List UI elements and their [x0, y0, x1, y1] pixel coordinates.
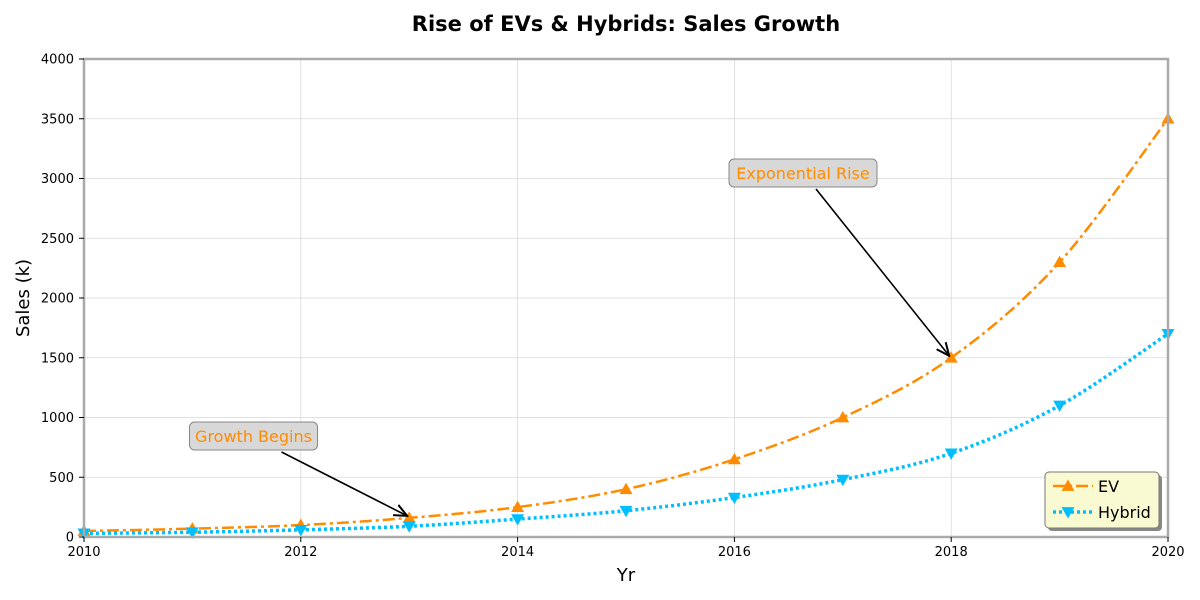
- series-ev: [77, 112, 1175, 536]
- data-point-ev: [836, 411, 850, 423]
- y-tick-label: 1500: [41, 351, 74, 366]
- annotations: Growth Begins Exponential Rise: [189, 158, 950, 516]
- data-point-hybrid: [727, 492, 741, 505]
- y-tick-label: 3000: [41, 172, 74, 187]
- data-point-ev: [619, 482, 633, 495]
- series-layer: [77, 112, 1175, 540]
- x-axis-title: Yr: [616, 565, 636, 586]
- data-point-ev: [402, 511, 416, 523]
- y-tick-label: 3500: [41, 112, 74, 127]
- annotation-1: Exponential Rise: [728, 158, 949, 356]
- data-point-ev: [727, 452, 741, 465]
- data-point-ev: [511, 500, 525, 512]
- data-point-ev: [944, 351, 958, 363]
- y-tick-label: 4000: [41, 53, 74, 68]
- annotation-arrow: [815, 188, 949, 356]
- data-point-hybrid: [402, 521, 416, 533]
- x-tick-label: 2016: [718, 545, 751, 560]
- legend-label-hybrid: Hybrid: [1098, 503, 1151, 522]
- x-tick-label: 2018: [935, 545, 968, 560]
- grid: [83, 58, 1169, 538]
- annotation-box: [189, 421, 318, 451]
- data-point-ev: [1053, 255, 1067, 268]
- legend-marker-hybrid: [1061, 507, 1075, 519]
- x-tick-label: 2012: [284, 545, 317, 560]
- data-point-hybrid: [294, 524, 308, 537]
- legend-box: [1044, 471, 1160, 529]
- data-point-hybrid: [619, 505, 633, 518]
- data-point-hybrid: [836, 474, 850, 487]
- annotation-arrow: [281, 451, 408, 516]
- y-tick-label: 0: [66, 531, 74, 546]
- legend-label-ev: EV: [1098, 477, 1119, 496]
- y-tick-label: 500: [49, 471, 74, 486]
- x-tick-label: 2010: [67, 545, 100, 560]
- chart-title: Rise of EVs & Hybrids: Sales Growth: [412, 12, 840, 36]
- y-tick-label: 1000: [41, 411, 74, 426]
- y-tick-label: 2000: [41, 292, 74, 307]
- y-tick-label: 2500: [41, 232, 74, 247]
- data-point-hybrid: [944, 448, 958, 460]
- data-point-hybrid: [511, 514, 525, 526]
- legend: EV Hybrid: [1044, 471, 1162, 531]
- x-tick-label: 2014: [501, 545, 534, 560]
- y-axis-title: Sales (k): [13, 259, 34, 337]
- annotation-label: Growth Begins: [195, 427, 312, 446]
- x-tick-label: 2020: [1151, 545, 1184, 560]
- annotation-0: Growth Begins: [189, 421, 408, 516]
- series-line-ev: [83, 117, 1169, 533]
- data-point-hybrid: [185, 527, 199, 539]
- annotation-box: [728, 158, 878, 188]
- data-point-hybrid: [1053, 400, 1067, 413]
- axis-ticks: 2010 2012 2014 2016 2018 2020 0 500 1000 1500 2000…: [41, 53, 1185, 561]
- annotation-label: Exponential Rise: [736, 164, 869, 183]
- legend-marker-ev: [1061, 479, 1075, 491]
